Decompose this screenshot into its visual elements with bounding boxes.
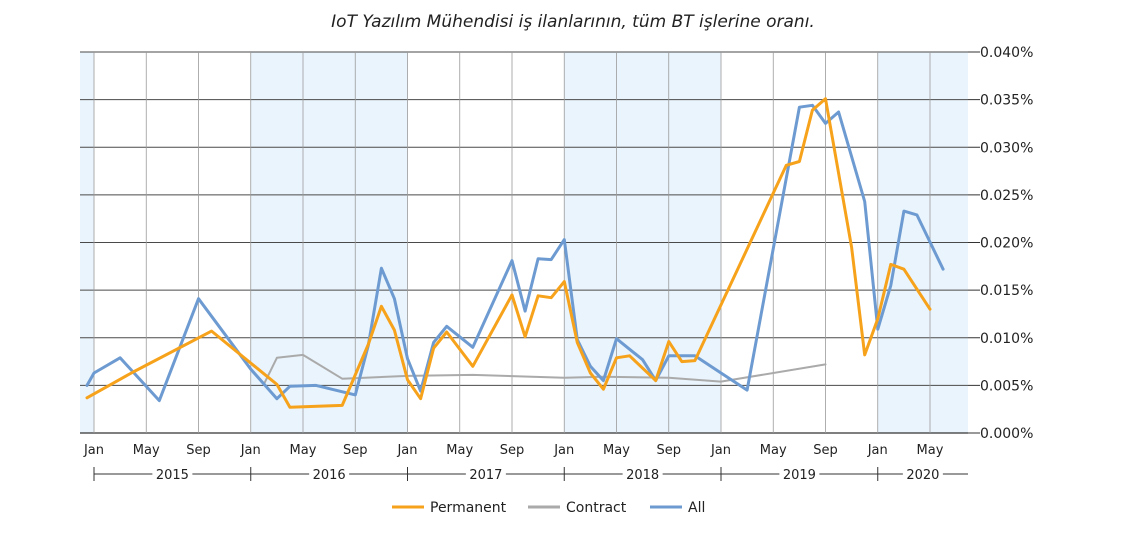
series-line-all: [85, 103, 945, 403]
y-tick-label: 0.020%: [980, 236, 1033, 252]
series-line-permanent: [85, 97, 932, 409]
x-year-label: 2017: [469, 468, 502, 483]
x-month-label: May: [133, 443, 160, 458]
y-tick-label: 0.000%: [980, 426, 1033, 442]
series-line-contract: [262, 353, 827, 386]
y-tick-label: 0.025%: [980, 188, 1033, 204]
legend-label-contract: Contract: [566, 500, 627, 516]
x-month-label: Jan: [396, 443, 417, 458]
x-year-label: 2018: [626, 468, 659, 483]
x-month-label: May: [917, 443, 944, 458]
x-month-label: May: [290, 443, 317, 458]
x-month-label: Sep: [656, 443, 681, 458]
x-axis: Jan May Sep Jan May Sep Jan May Sep Jan May Sep Jan M…: [83, 443, 968, 483]
y-tick-label: 0.030%: [980, 140, 1033, 156]
x-month-label: Sep: [186, 443, 211, 458]
chart-title: IoT Yazılım Mühendisi iş ilanlarının, tü…: [331, 12, 815, 32]
legend-label-all: All: [688, 500, 705, 516]
x-month-label: May: [603, 443, 630, 458]
x-month-label: Jan: [867, 443, 888, 458]
x-month-label: Sep: [500, 443, 525, 458]
series-lines: [85, 97, 945, 409]
x-month-label: Jan: [710, 443, 731, 458]
legend-label-permanent: Permanent: [430, 500, 507, 516]
x-month-label: Sep: [813, 443, 838, 458]
x-month-label: May: [446, 443, 473, 458]
y-tick-label: 0.015%: [980, 283, 1033, 299]
x-month-label: Jan: [83, 443, 104, 458]
x-month-label: Sep: [343, 443, 368, 458]
y-tick-label: 0.005%: [980, 378, 1033, 394]
legend: Permanent Contract All: [392, 500, 705, 516]
x-year-label: 2020: [906, 468, 939, 483]
x-year-label: 2015: [156, 468, 189, 483]
x-month-label: May: [760, 443, 787, 458]
x-year-label: 2016: [313, 468, 346, 483]
y-tick-label: 0.040%: [980, 45, 1033, 61]
y-tick-label: 0.010%: [980, 331, 1033, 347]
y-tick-label: 0.035%: [980, 93, 1033, 109]
x-month-label: Jan: [553, 443, 574, 458]
y-axis: 0.000% 0.005% 0.010% 0.015% 0.020% 0.025% 0.03…: [968, 45, 1033, 442]
x-year-label: 2019: [783, 468, 816, 483]
x-month-label: Jan: [240, 443, 261, 458]
